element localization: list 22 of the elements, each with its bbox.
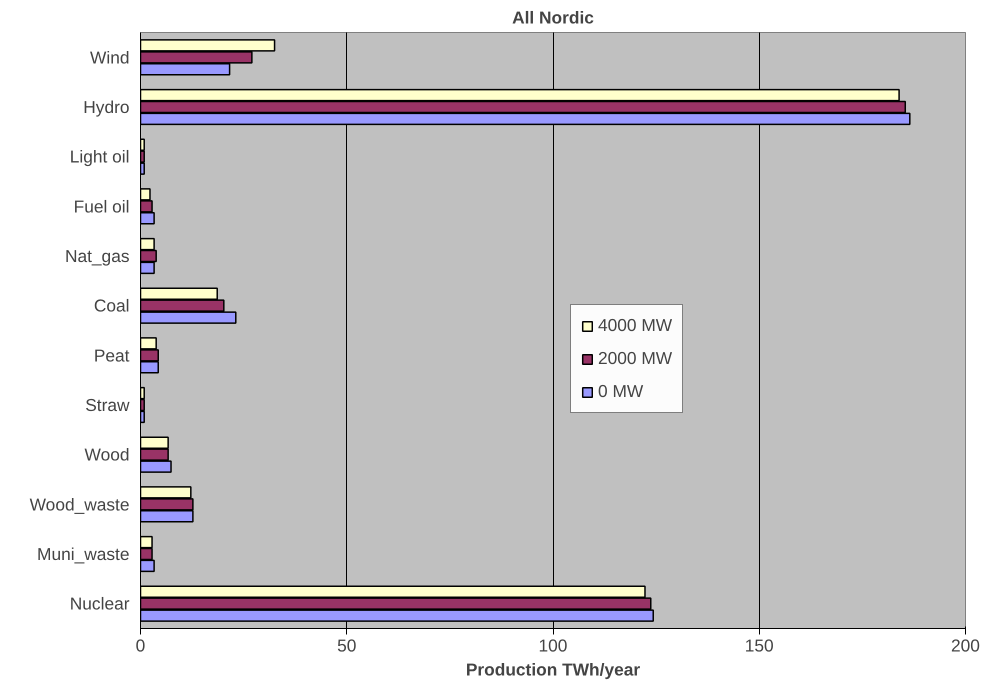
y-tick-label: Coal xyxy=(94,296,130,316)
y-tick-label: Hydro xyxy=(83,97,130,117)
y-tick-label: Straw xyxy=(85,395,130,415)
x-tick-label: 200 xyxy=(951,636,980,656)
x-tick-label: 100 xyxy=(538,636,568,656)
x-tick-label: 50 xyxy=(337,636,356,656)
legend-label: 4000 MW xyxy=(598,315,672,336)
chart-title: All Nordic xyxy=(512,8,594,28)
y-tick-label: Nat_gas xyxy=(64,246,130,266)
y-tick-label: Wood_waste xyxy=(30,494,130,514)
x-tick-label: 0 xyxy=(136,636,146,656)
legend-label: 0 MW xyxy=(598,381,644,402)
y-tick-label: Muni_waste xyxy=(37,544,130,564)
y-tick-label: Light oil xyxy=(70,146,130,167)
x-tick-label: 150 xyxy=(744,636,774,656)
legend-label: 2000 MW xyxy=(598,348,672,369)
y-tick-label: Nuclear xyxy=(70,594,130,614)
y-tick-label: Fuel oil xyxy=(74,196,130,216)
y-tick-label: Peat xyxy=(94,345,130,366)
y-tick-label: Wood xyxy=(84,444,130,465)
y-tick-label: Wind xyxy=(90,47,130,68)
x-axis-title: Production TWh/year xyxy=(466,660,640,680)
